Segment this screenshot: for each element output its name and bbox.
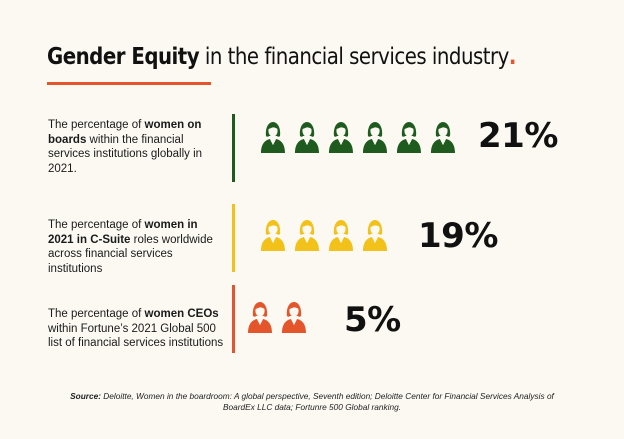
woman-icon: [282, 302, 306, 333]
stat-value: 5%: [344, 300, 401, 340]
title-dot: .: [508, 44, 517, 70]
title-rest: in the financial services industry: [199, 44, 509, 70]
desc-text: roles worldwide across financial service…: [48, 233, 213, 275]
desc-bold: women on boards: [48, 119, 202, 146]
woman-icon: [431, 122, 455, 153]
woman-icon: [397, 122, 421, 153]
woman-icon: [363, 122, 387, 153]
stat-description: The percentage of women CEOs within Fort…: [48, 307, 226, 351]
woman-icon: [329, 122, 353, 153]
title: Gender Equity in the financial services …: [47, 42, 516, 72]
stat-description: The percentage of women in 2021 in C-Sui…: [48, 218, 226, 276]
stat-value: 19%: [418, 216, 498, 256]
icon-row: [246, 300, 308, 334]
desc-text: The percentage of: [48, 219, 145, 231]
woman-icon: [261, 122, 285, 153]
desc-bold: women CEOs: [144, 308, 219, 320]
woman-icon: [295, 220, 319, 251]
stat-description: The percentage of women on boards within…: [48, 118, 226, 176]
title-underline: [47, 82, 211, 85]
source-text: Deloitte, Women in the boardroom: A glob…: [101, 391, 554, 412]
title-bold: Gender Equity: [47, 44, 200, 70]
woman-icon: [295, 122, 319, 153]
icon-row: [259, 218, 389, 252]
woman-icon: [329, 220, 353, 251]
woman-icon: [261, 220, 285, 251]
desc-text: within Fortune’s 2021 Global 500 list of…: [48, 322, 224, 350]
source-note: Source: Deloitte, Women in the boardroom…: [60, 391, 564, 413]
desc-text: The percentage of: [48, 308, 145, 320]
desc-text: The percentage of: [48, 119, 145, 131]
divider-bar: [232, 114, 235, 182]
woman-icon: [248, 302, 272, 333]
divider-bar: [232, 204, 235, 272]
divider-bar: [232, 285, 235, 353]
woman-icon: [363, 220, 387, 251]
desc-text: within the financial services institutio…: [48, 133, 203, 175]
desc-bold: women in 2021 in C-Suite: [48, 219, 198, 246]
source-label: Source:: [70, 391, 101, 401]
stat-value: 21%: [478, 116, 558, 156]
icon-row: [259, 120, 457, 154]
